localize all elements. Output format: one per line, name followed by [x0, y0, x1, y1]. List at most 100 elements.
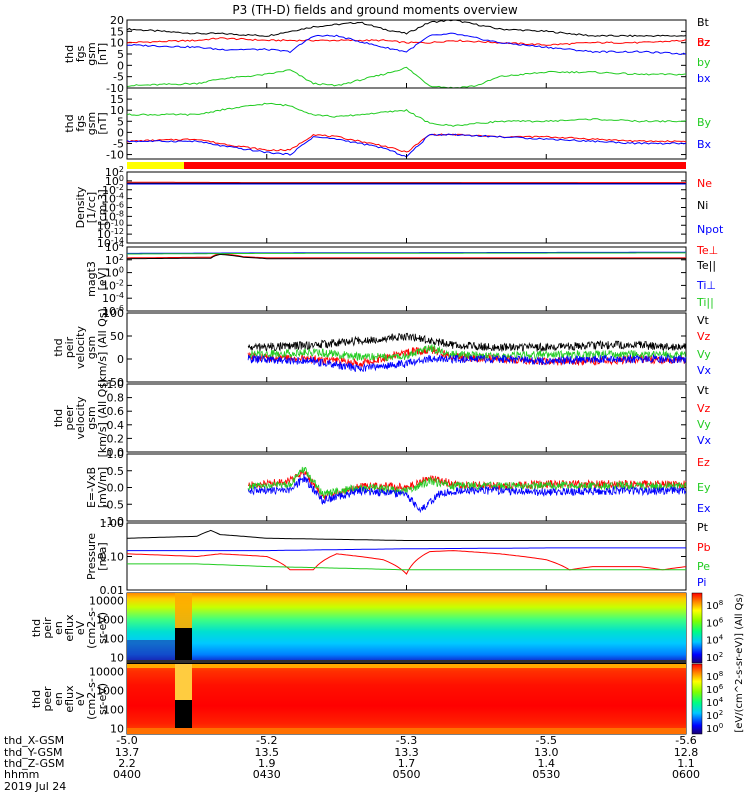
status-bar — [127, 162, 686, 169]
legend-vt: Vt — [697, 384, 710, 397]
spectrogram-electron-topband — [127, 664, 686, 668]
series-pb-line — [127, 551, 686, 574]
legend-te: Te|| — [696, 259, 716, 272]
y-label-line: sr-eV) — [96, 683, 109, 715]
legend-vz: Vz — [697, 330, 711, 343]
colorbar-label: [eV/(cm^2-s-sr-eV)] (All Qs) — [734, 593, 745, 732]
y-label-line: [nT] — [96, 43, 109, 65]
spectrogram-electron-fill — [127, 664, 686, 734]
y-tick-label: 10000 — [89, 666, 124, 679]
y-label-line: sr-eV) — [96, 612, 109, 644]
colorbar-tick-label: 102 — [706, 709, 723, 722]
spectrogram-ion-noise — [127, 640, 175, 662]
axis-row-value: 0400 — [113, 768, 141, 781]
series-te-line — [127, 254, 686, 258]
y-label-line: [nT] — [96, 112, 109, 134]
status-bar-yellow — [127, 162, 184, 169]
legend-vy: Vy — [697, 418, 711, 431]
axis-row-value: 0600 — [672, 768, 700, 781]
legend-vt: Vt — [697, 314, 710, 327]
y-label-line: [mV/m] — [96, 467, 109, 508]
legend-bx: Bx — [697, 138, 712, 151]
y-label-line: [eV] — [96, 268, 109, 291]
panel-frame — [127, 20, 686, 88]
y-tick-label: 0.5 — [107, 465, 125, 478]
panel-6: 1.00.80.60.40.20.0thdpeervelocitygsm[km/… — [52, 378, 712, 459]
y-axis-label: E=-VxB[mV/m] — [85, 467, 109, 508]
y-tick-label: 0.4 — [107, 419, 125, 432]
series-ex-line — [248, 474, 686, 512]
legend-vx: Vx — [697, 364, 712, 377]
y-tick-label: 1.0 — [107, 378, 125, 391]
legend-ti: Ti⊥ — [696, 279, 716, 292]
status-bar-red — [184, 162, 686, 169]
legend-vy: Vy — [697, 348, 711, 361]
axis-row-value: 0500 — [393, 768, 421, 781]
legend-vx: Vx — [697, 434, 712, 447]
colorbar-tick-label: 104 — [706, 634, 724, 647]
legend-pt: Pt — [697, 521, 709, 534]
series-by-line — [127, 103, 686, 126]
y-tick-label: 1.0 — [107, 448, 125, 461]
panel-frame — [127, 247, 686, 311]
legend-vz: Vz — [697, 402, 711, 415]
legend-bz: Bz — [697, 36, 711, 49]
legend-npot: Npot — [697, 223, 724, 236]
series-bz-line — [127, 38, 686, 46]
legend-ti: Ti|| — [696, 296, 714, 309]
y-tick-label: 10 — [110, 651, 124, 664]
y-axis-label: Density[1/cc][cm-3] — [74, 186, 109, 228]
spectrogram-electron-flare — [175, 664, 192, 700]
legend-pi: Pi — [697, 576, 706, 589]
spectrogram-ion-floor — [127, 660, 686, 663]
plot-date: 2019 Jul 24 — [4, 780, 66, 793]
y-tick-label: 0 — [117, 353, 124, 366]
y-tick-label: 50 — [110, 330, 124, 343]
y-tick-label: 0.8 — [107, 392, 125, 405]
colorbar-tick-label: 100 — [706, 722, 723, 735]
legend: Vt Vz Vy Vx — [697, 314, 712, 377]
y-tick-label: 0.2 — [107, 432, 125, 445]
spectrogram-ion — [127, 593, 686, 663]
legend-ey: Ey — [697, 481, 711, 494]
y-label-line: [km/s] (All Qs) — [96, 308, 109, 387]
series-bz-line — [127, 134, 686, 152]
panel-frame — [127, 88, 686, 159]
y-tick-label: 1.00 — [100, 517, 125, 530]
legend-ez: Ez — [697, 456, 710, 469]
y-label-line: [nPa] — [96, 542, 109, 570]
series-pi-line — [127, 548, 686, 551]
y-tick-label: 10000 — [89, 595, 124, 608]
legend-ex: Ex — [697, 502, 711, 515]
colorbar-tick-label: 104 — [706, 696, 724, 709]
spectrogram-ion-flare — [175, 593, 192, 628]
axis-row-value: 0530 — [532, 768, 560, 781]
legend-ni: Ni — [697, 199, 708, 212]
panel-4: 10410210010-210-410-6magt3[eV]Te⊥Te||Ti⊥… — [85, 240, 718, 318]
legend: Vt Vz Vy Vx — [697, 384, 712, 447]
panel-3: 10210010-210-410-610-810-1010-1210-14Den… — [74, 165, 724, 250]
legend-pb: Pb — [697, 541, 711, 554]
series-pt-line — [127, 530, 686, 540]
legend-by: by — [697, 56, 711, 69]
spectrogram-electron — [127, 664, 686, 734]
y-tick-label: -10 — [106, 149, 124, 162]
series-bt-line — [127, 20, 686, 37]
series-bx-line — [127, 134, 686, 157]
series-bx-line — [127, 33, 686, 54]
colorbar-tick-label: 108 — [706, 670, 723, 683]
